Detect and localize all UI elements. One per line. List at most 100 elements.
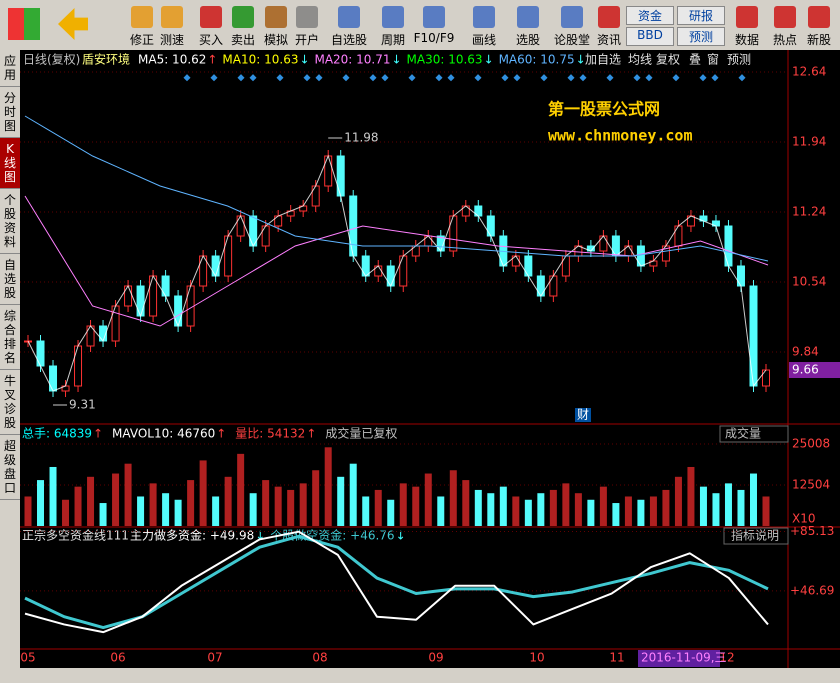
volume-bar: [287, 489, 295, 526]
candle: [149, 275, 158, 317]
event-marker: [381, 74, 389, 82]
volume-bar: [162, 493, 170, 526]
volume-bar: [274, 486, 282, 526]
watermark: www.chnmoney.com: [548, 127, 693, 145]
candle: [111, 305, 120, 342]
volume-bar: [574, 493, 582, 526]
event-marker: [303, 74, 311, 82]
watermark: 第一股票公式网: [548, 100, 660, 119]
volume-bar: [387, 499, 395, 526]
event-marker: [276, 74, 284, 82]
volume-bar: [624, 496, 632, 526]
candle: [399, 255, 408, 287]
header-button[interactable]: 预测: [727, 53, 751, 67]
toolbar-button[interactable]: 预测: [677, 27, 725, 46]
event-marker: [606, 74, 614, 82]
sidebar-tab[interactable]: 分时图: [0, 87, 20, 138]
y-tick-label: 11.24: [792, 205, 826, 219]
sidebar-tab[interactable]: 个股资料: [0, 189, 20, 254]
toolbar-button[interactable]: 画线: [471, 33, 496, 47]
toolbar-button[interactable]: BBD: [626, 27, 674, 46]
ma-arrow: ↓: [484, 53, 494, 67]
toolbar-icon: [131, 6, 153, 28]
candle: [324, 155, 333, 187]
toolbar-button[interactable]: 修正: [129, 33, 154, 47]
stat-arrow: ↓: [396, 529, 406, 543]
event-marker: [474, 74, 482, 82]
toolbar-button[interactable]: 自选股: [330, 33, 367, 47]
event-marker: [579, 74, 587, 82]
toolbar-button[interactable]: 资金: [626, 6, 674, 25]
toolbar-button[interactable]: F10/F9: [413, 31, 455, 45]
x-tick-label: 12: [719, 651, 734, 665]
sidebar: 应用 分时图 K线图 个股资料 自选股 综合排名 牛叉诊股 超级盘口: [0, 50, 20, 683]
volume-bar: [562, 483, 570, 526]
sidebar-tab[interactable]: 应用: [0, 50, 20, 87]
toolbar-button[interactable]: 数据: [734, 33, 759, 47]
volume-bar: [74, 486, 82, 526]
x-tick-label: 11: [609, 651, 624, 665]
volume-dropdown[interactable]: 成交量: [725, 426, 761, 441]
header-button[interactable]: 窗: [707, 53, 719, 67]
volume-bar: [462, 480, 470, 526]
x-tick-label: 05: [20, 651, 35, 665]
volume-bar: [649, 496, 657, 526]
toolbar-icon: [200, 6, 222, 28]
toolbar-icon: [598, 6, 620, 28]
ma-arrow: ↓: [576, 53, 586, 67]
volume-bar: [549, 489, 557, 526]
ma-value: MA20: 10.71: [314, 53, 390, 67]
toolbar-icon: [161, 6, 183, 28]
ma-value: MA60: 10.75: [499, 53, 575, 67]
toolbar-icon: [808, 6, 830, 28]
candle: [36, 340, 45, 367]
toolbar-button[interactable]: 开户: [294, 33, 319, 47]
event-marker: [369, 74, 377, 82]
candle: [224, 235, 233, 277]
toolbar-button[interactable]: 新股: [806, 33, 831, 47]
toolbar-button[interactable]: 模拟: [263, 33, 288, 47]
event-marker: [540, 74, 548, 82]
toolbar-button[interactable]: 卖出: [230, 33, 255, 47]
sidebar-tab[interactable]: 牛叉诊股: [0, 370, 20, 435]
toolbar-button[interactable]: 周期: [380, 33, 405, 47]
candle: [49, 365, 58, 392]
volume-bar: [587, 499, 595, 526]
header-button[interactable]: 加自选: [585, 53, 621, 67]
toolbar-icon: [338, 6, 360, 28]
indicator-button[interactable]: 指标说明: [731, 528, 779, 543]
event-marker: [315, 74, 323, 82]
header-button[interactable]: 均线: [628, 53, 652, 67]
volume-bar: [674, 476, 682, 526]
toolbar-button[interactable]: 研报: [677, 6, 725, 25]
sidebar-tab[interactable]: 综合排名: [0, 305, 20, 370]
ma-value: MA30: 10.63: [407, 53, 483, 67]
sidebar-tab[interactable]: 超级盘口: [0, 435, 20, 500]
indicator-line: [24, 534, 769, 630]
sidebar-tab[interactable]: 自选股: [0, 254, 20, 305]
volume-bar: [187, 480, 195, 526]
volume-bar: [49, 466, 57, 526]
volume-bar: [212, 496, 220, 526]
candle: [336, 155, 345, 197]
toolbar-button[interactable]: 买入: [198, 33, 223, 47]
indicator-stat: 主力做多资金: +49.98: [130, 528, 254, 543]
toolbar-icon: [517, 6, 539, 28]
volume-bar: [324, 447, 332, 526]
header-button[interactable]: 叠: [689, 53, 701, 67]
sidebar-tab[interactable]: K线图: [0, 138, 20, 189]
header-button[interactable]: 复权: [656, 53, 680, 67]
close-line: [27, 154, 767, 392]
toolbar-button[interactable]: 热点: [772, 33, 797, 47]
low-label: 9.31: [69, 398, 96, 412]
stat-arrow: ↑: [93, 427, 103, 441]
toolbar-icon: [232, 6, 254, 28]
current-price: 9.66: [792, 363, 819, 377]
toolbar-button[interactable]: 测速: [159, 33, 184, 47]
toolbar-button[interactable]: 论股堂: [553, 33, 590, 47]
event-marker: [435, 74, 443, 82]
toolbar-button[interactable]: 资讯: [596, 33, 621, 47]
toolbar-button[interactable]: 选股: [515, 33, 540, 47]
event-marker: [183, 74, 191, 82]
volume-bar: [599, 486, 607, 526]
